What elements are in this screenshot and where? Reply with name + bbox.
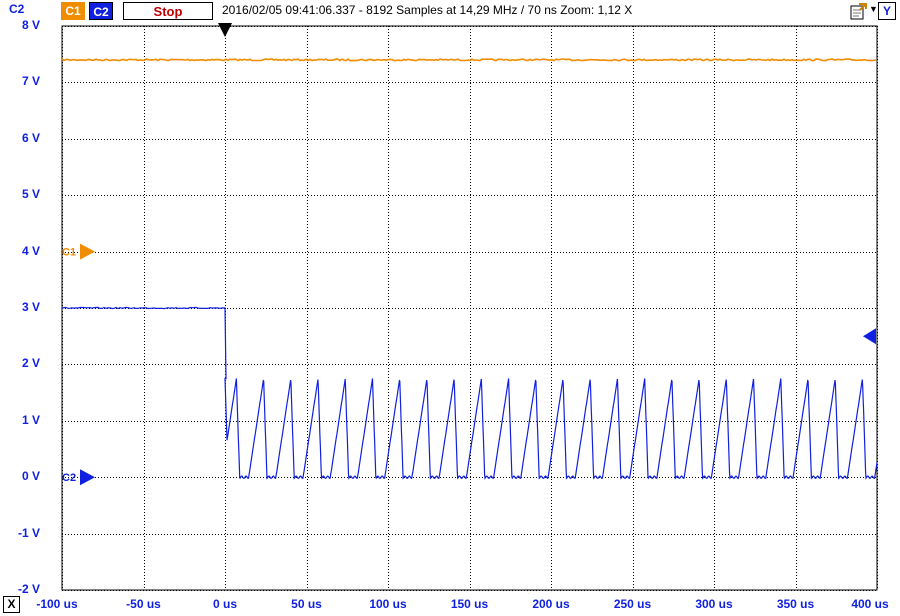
y-tick-label: 4 V: [21, 243, 40, 258]
left-axis-channel-label: C2: [9, 2, 25, 16]
y-tick-label: 8 V: [21, 18, 40, 32]
y-tick-label: 0 V: [21, 469, 40, 484]
y-tick-label: 6 V: [21, 130, 40, 145]
y-axis-button[interactable]: Y: [878, 2, 896, 20]
x-tick-label: 0 us: [212, 597, 238, 611]
x-tick-label: 50 us: [291, 597, 322, 611]
x-tick-label: 400 us: [851, 597, 889, 611]
channel-marker-label: C1: [62, 247, 76, 259]
x-tick-label: 250 us: [613, 597, 652, 611]
y-tick-label: 2 V: [21, 356, 40, 371]
stop-button[interactable]: Stop: [123, 2, 213, 20]
trigger-level-marker: [863, 328, 876, 345]
channel-marker-c1: [80, 243, 95, 260]
x-tick-label: 200 us: [532, 597, 570, 611]
y-tick-label: -1 V: [18, 525, 41, 540]
x-tick-label: 150 us: [450, 597, 489, 611]
y-tick-label: -2 V: [18, 582, 41, 596]
y-tick-label: 3 V: [21, 300, 40, 314]
channel1-tab[interactable]: C1: [61, 2, 85, 20]
x-tick-label: 300 us: [695, 597, 733, 611]
toolbar: C2 C1 C2 Stop 2016/02/05 09:41:06.337 - …: [0, 0, 900, 22]
x-tick-label: -100 us: [36, 597, 78, 611]
trigger-position-marker: [218, 23, 232, 37]
acquisition-status: 2016/02/05 09:41:06.337 - 8192 Samples a…: [222, 3, 633, 17]
x-tick-label: 100 us: [369, 597, 407, 611]
channel2-tab[interactable]: C2: [89, 2, 113, 20]
channel-marker-label: C2: [62, 472, 76, 484]
channel1-trace: [61, 58, 877, 62]
export-dropdown-icon[interactable]: ▼: [869, 4, 878, 14]
y-tick-label: 5 V: [21, 187, 40, 202]
x-tick-label: 350 us: [776, 597, 815, 611]
x-axis-button[interactable]: X: [3, 596, 20, 613]
x-tick-label: -50 us: [126, 597, 161, 611]
channel2-trace: [61, 306, 878, 480]
y-tick-label: 7 V: [21, 74, 40, 89]
y-tick-label: 1 V: [21, 412, 40, 427]
export-icon[interactable]: [850, 3, 868, 20]
channel-marker-c2: [80, 469, 95, 486]
